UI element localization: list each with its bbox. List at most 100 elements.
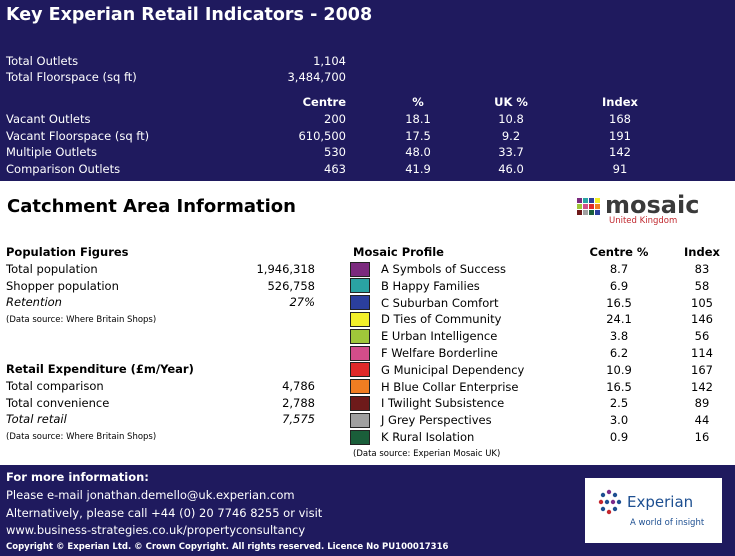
mosaic-label: G Municipal Dependency: [381, 362, 525, 377]
indicator-value: 48.0: [405, 145, 431, 160]
mosaic-index: 56: [694, 329, 710, 344]
mosaic-label: F Welfare Borderline: [381, 346, 498, 360]
footer-heading: For more information:: [6, 470, 149, 484]
mosaic-index: 44: [694, 413, 710, 428]
indicator-label: Comparison Outlets: [6, 162, 121, 177]
mosaic-label: A Symbols of Success: [381, 262, 507, 276]
indicator-value: 530: [324, 145, 346, 160]
indicator-value: 463: [324, 162, 346, 177]
indicator-value: 168: [609, 112, 631, 126]
mosaic-label: J Grey Perspectives: [381, 413, 492, 428]
indicator-value: 191: [609, 128, 631, 143]
section-heading: Retail Expenditure (£m/Year): [6, 362, 194, 376]
footer-line: Please e-mail jonathan.demello@uk.experi…: [6, 488, 295, 502]
mosaic-swatch: [350, 412, 370, 428]
mosaic-centre: 6.2: [609, 346, 629, 360]
mosaic-centre: 16.5: [606, 295, 632, 310]
row-label: Total comparison: [6, 379, 104, 393]
mosaic-swatch: [350, 379, 370, 395]
mosaic-index: 58: [694, 278, 710, 293]
mosaic-swatch: [350, 311, 370, 327]
row-value: 7,575: [282, 412, 315, 427]
mosaic-swatch: [350, 278, 370, 294]
row-label: Total population: [6, 262, 98, 276]
mosaic-centre: 3.0: [609, 413, 629, 428]
mosaic-centre: 24.1: [606, 312, 632, 327]
indicator-value: 18.1: [405, 112, 431, 126]
mosaic-logo-name: mosaic: [605, 192, 699, 219]
summary-label: Total Outlets: [6, 54, 79, 68]
indicator-value: 33.7: [498, 145, 524, 160]
mosaic-label: B Happy Families: [381, 278, 480, 293]
experian-logo: Experian A world of insight: [585, 478, 722, 543]
mosaic-index: 114: [691, 346, 713, 360]
footer-line: Alternatively, please call +44 (0) 20 77…: [6, 505, 323, 520]
copyright: Copyright © Experian Ltd. © Crown Copyri…: [6, 542, 449, 552]
row-value: 27%: [289, 295, 315, 310]
indicator-value: 17.5: [405, 128, 431, 143]
experian-logo-name: Experian: [627, 493, 693, 511]
indicator-value: 46.0: [498, 162, 524, 177]
mosaic-swatch: [350, 261, 370, 277]
row-value: 4,786: [282, 379, 315, 393]
column-header: Index: [602, 95, 638, 109]
mosaic-swatch: [350, 328, 370, 344]
mosaic-squares: [577, 198, 600, 215]
mosaic-centre: 16.5: [606, 379, 632, 394]
experian-logo-tagline: A world of insight: [630, 518, 705, 528]
summary-label: Total Floorspace (sq ft): [6, 70, 137, 84]
mosaic-label: H Blue Collar Enterprise: [381, 379, 519, 394]
row-value: 1,946,318: [256, 262, 315, 276]
footer-line: www.business-strategies.co.uk/propertyco…: [6, 523, 306, 537]
column-header: UK %: [494, 95, 528, 109]
row-value: 526,758: [267, 278, 315, 293]
mosaic-label: D Ties of Community: [381, 312, 502, 327]
indicator-label: Vacant Floorspace (sq ft): [6, 128, 150, 143]
mosaic-centre: 8.7: [609, 262, 629, 276]
mosaic-index: 142: [691, 379, 713, 394]
mosaic-logo: mosaic United Kingdom: [577, 192, 699, 226]
mosaic-index: 89: [694, 396, 710, 411]
mosaic-swatch: [350, 429, 370, 445]
mosaic-column: Index: [684, 245, 720, 259]
row-label: Total retail: [6, 412, 67, 427]
mosaic-swatch: [350, 345, 370, 361]
experian-logo-art: Experian A world of insight: [598, 489, 705, 528]
mosaic-centre: 6.9: [609, 278, 629, 293]
data-source: (Data source: Where Britain Shops): [6, 432, 157, 442]
row-value: 2,788: [282, 395, 315, 410]
mosaic-centre: 3.8: [609, 329, 629, 344]
mosaic-label: K Rural Isolation: [381, 430, 475, 444]
mosaic-logo-region: United Kingdom: [609, 216, 677, 226]
mosaic-swatch: [350, 295, 370, 311]
indicator-label: Vacant Outlets: [6, 112, 91, 126]
indicator-label: Multiple Outlets: [6, 145, 97, 160]
mosaic-heading: Mosaic Profile: [353, 245, 444, 259]
mosaic-swatch: [350, 395, 370, 411]
mosaic-label: I Twilight Subsistence: [381, 396, 505, 411]
row-label: Shopper population: [6, 278, 119, 293]
indicator-value: 200: [324, 112, 346, 126]
section-title: Catchment Area Information: [7, 196, 296, 217]
data-source: (Data source: Experian Mosaic UK): [353, 449, 501, 459]
mosaic-index: 83: [694, 262, 710, 276]
mosaic-index: 167: [691, 362, 713, 377]
row-label: Total convenience: [6, 395, 110, 410]
mosaic-centre: 0.9: [609, 430, 629, 444]
data-source: (Data source: Where Britain Shops): [6, 315, 157, 325]
mosaic-swatch: [350, 362, 370, 378]
mosaic-label: E Urban Intelligence: [381, 329, 498, 344]
mosaic-label: C Suburban Comfort: [381, 295, 499, 310]
page-title: Key Experian Retail Indicators - 2008: [6, 5, 373, 25]
mosaic-column: Centre %: [589, 245, 649, 259]
mosaic-index: 16: [694, 430, 710, 444]
summary-value: 1,104: [313, 54, 346, 68]
indicator-value: 142: [609, 145, 631, 160]
column-header: %: [412, 95, 424, 109]
mosaic-centre: 10.9: [606, 362, 632, 377]
summary-value: 3,484,700: [287, 70, 346, 84]
mosaic-index: 146: [691, 312, 713, 327]
section-heading: Population Figures: [6, 245, 129, 259]
indicator-value: 610,500: [298, 128, 346, 143]
